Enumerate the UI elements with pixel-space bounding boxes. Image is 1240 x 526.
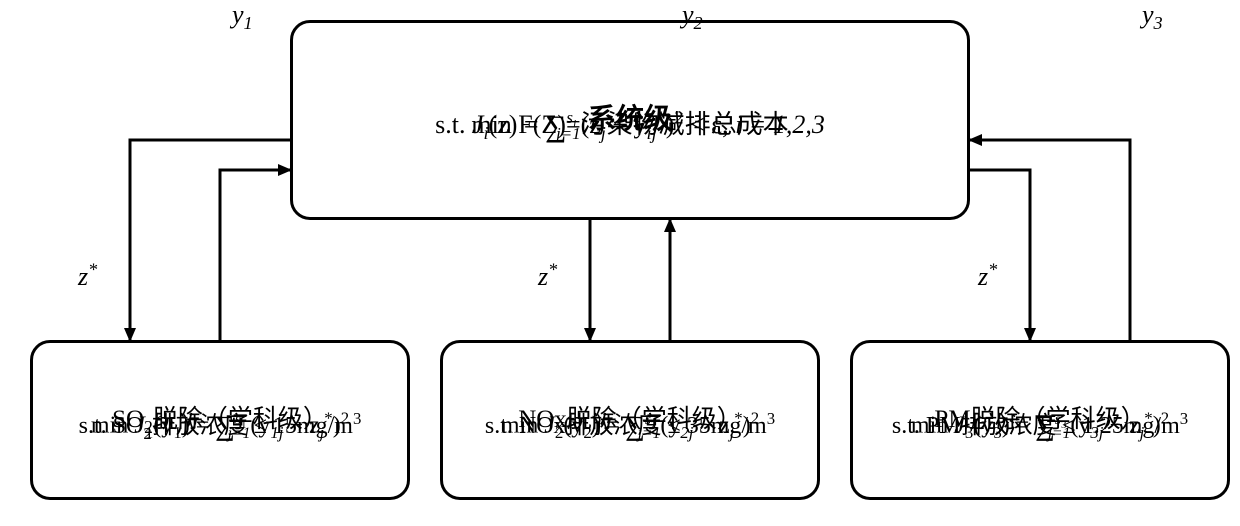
y1-n: 1 — [244, 13, 253, 33]
so2-constraint: s.t. SO2排放浓度 ≤ 15mg/m3 — [79, 410, 362, 442]
node-nox: NOx脱除（学科级） min J2(y2) = ∑s2j=1(y2j − zj*… — [440, 340, 820, 500]
sc-minus: − y — [606, 110, 647, 139]
edge-sys-to-so2-z — [130, 140, 290, 340]
so2-st: s.t. — [79, 413, 113, 439]
edge-label-y2: y2 — [682, 0, 703, 30]
pm-st: s.t. — [892, 413, 926, 439]
z1-z: z — [78, 262, 88, 291]
system-constraint: s.t. Ji(z) = ∑sij=1(zj − yij*)2 < ε, i =… — [435, 107, 825, 147]
edge-so2-to-sys-y — [220, 170, 290, 340]
z3-star: * — [988, 259, 997, 279]
node-system-level: 系统级 min F(Z)=污染物减排总成本 s.t. Ji(z) = ∑sij=… — [290, 20, 970, 220]
so2-sub: 2 — [143, 424, 151, 443]
edge-label-y3: y3 — [1142, 0, 1163, 30]
edge-label-y1: y1 — [232, 0, 253, 30]
sc-st: s.t. — [435, 110, 472, 139]
z3-z: z — [978, 262, 988, 291]
pm-constraint: s.t. PM排放浓度 ≤ 1.25mg/m3 — [892, 410, 1188, 442]
pm-val: 1.25mg/m — [1082, 413, 1180, 439]
sc-sumbot: j=1 — [556, 124, 581, 143]
z1-star: * — [88, 259, 97, 279]
edge-sys-to-pm-z — [970, 170, 1030, 340]
sc-lteps: < ε, — [683, 110, 735, 139]
sc-star: * — [657, 107, 666, 127]
nox-constraint: s.t. NOx排放浓度 ≤ 35mg/m3 — [485, 410, 775, 442]
sc-J: J — [472, 110, 484, 139]
edge-pm-to-sys-y — [970, 140, 1130, 340]
y2-y: y — [682, 0, 694, 29]
pm-mid: 排放浓度 ≤ — [961, 413, 1082, 439]
z2-z: z — [538, 262, 548, 291]
y3-n: 3 — [1154, 13, 1163, 33]
edge-label-z3: z* — [978, 262, 997, 292]
so2-val: 15mg/m — [273, 413, 353, 439]
nox-val: 35mg/m — [687, 413, 767, 439]
nox-mid: 排放浓度 ≤ — [566, 413, 687, 439]
node-so2: SO2脱除（学科级） min J1(y1) = ∑s1j=1(y1j − zj*… — [30, 340, 410, 500]
y2-n: 2 — [694, 13, 703, 33]
node-pm: PM脱除（学科级） min J3(y3) = ∑s3j=1(y3j − zj*)… — [850, 340, 1230, 500]
sc-ieq: i = 1,2,3 — [735, 110, 825, 139]
y3-y: y — [1142, 0, 1154, 29]
so2-cu: 3 — [353, 409, 361, 428]
nox-st: s.t. — [485, 413, 519, 439]
sc-ij: ij — [647, 123, 657, 143]
edge-label-z1: z* — [78, 262, 97, 292]
sc-z: (z) = — [489, 110, 546, 139]
pm-cu: 3 — [1180, 409, 1188, 428]
nox-sp: NOx — [519, 413, 566, 439]
pm-sp: PM — [926, 413, 961, 439]
edge-label-z2: z* — [538, 262, 557, 292]
nox-cu: 3 — [767, 409, 775, 428]
diagram-canvas: 系统级 min F(Z)=污染物减排总成本 s.t. Ji(z) = ∑sij=… — [0, 0, 1240, 526]
so2-mid: 排放浓度 ≤ — [152, 413, 273, 439]
sc-open: (z — [581, 110, 601, 139]
so2-sp: SO — [113, 413, 144, 439]
y1-y: y — [232, 0, 244, 29]
z2-star: * — [548, 259, 557, 279]
